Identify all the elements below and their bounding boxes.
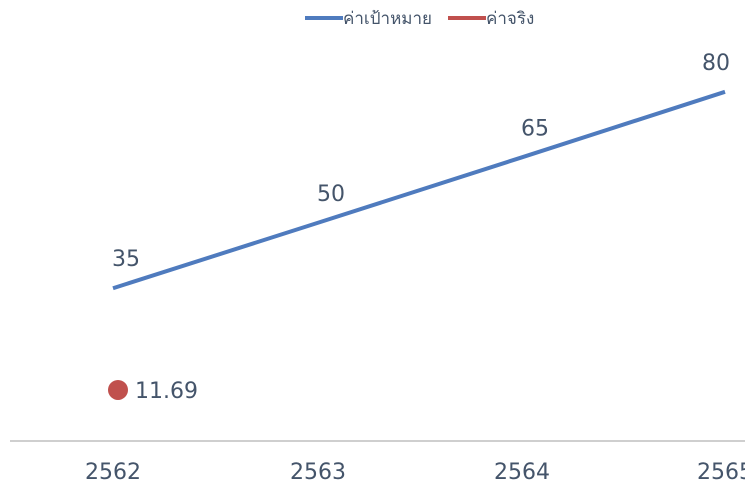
series-layer	[108, 89, 726, 400]
legend-label: ค่าเป้าหมาย	[343, 9, 432, 29]
data-point	[108, 379, 128, 400]
data-label: 50	[317, 182, 345, 207]
x-tick-label: 2563	[290, 460, 346, 485]
data-label: 65	[521, 116, 549, 141]
data-labels: 35 50 65 80 11.69	[112, 51, 730, 404]
x-tick-label: 2565	[697, 460, 745, 485]
data-label: 80	[702, 51, 730, 76]
legend: ค่าเป้าหมาย ค่าจริง	[305, 9, 534, 29]
x-tick-label: 2562	[85, 460, 141, 485]
data-label: 35	[112, 247, 140, 272]
data-label: 11.69	[135, 379, 198, 404]
series-line	[112, 89, 726, 291]
x-tick-label: 2564	[494, 460, 550, 485]
x-axis: 2562 2563 2564 2565	[10, 440, 745, 485]
legend-label: ค่าจริง	[486, 9, 534, 29]
